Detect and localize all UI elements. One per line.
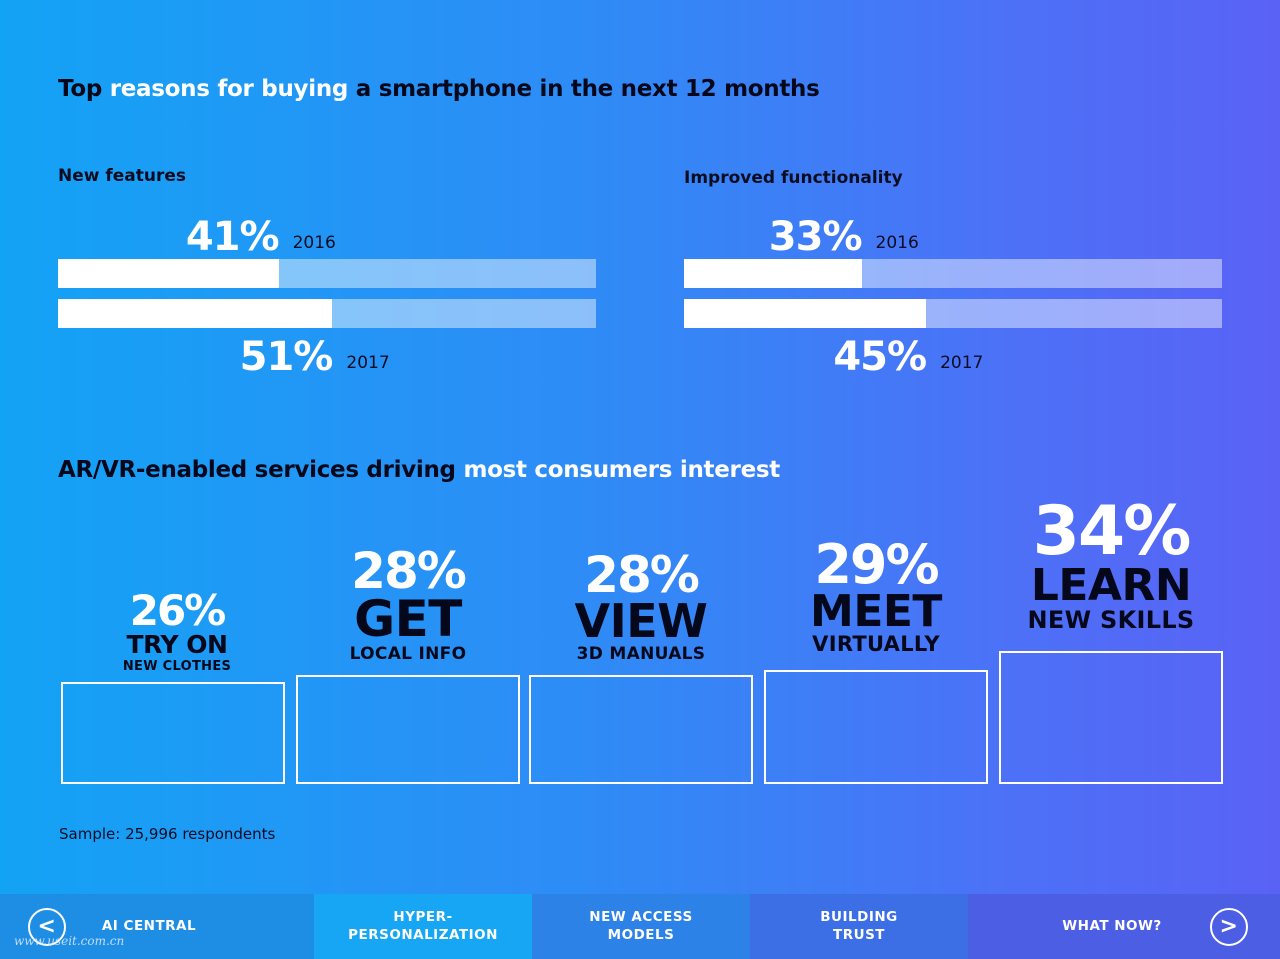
- sample-note: Sample: 25,996 respondents: [59, 825, 276, 843]
- improved-functionality-2016-bar-track: [684, 259, 1222, 288]
- nav-access-label-1: NEW ACCESS: [589, 908, 693, 925]
- top-reasons-title: Top reasons for buying a smartphone in t…: [58, 76, 820, 102]
- service-try-on: 26% TRY ON NEW CLOTHES: [65, 586, 289, 674]
- improved-functionality-2016-bar: [684, 259, 862, 288]
- service-learn: 34% LEARN NEW SKILLS: [999, 492, 1223, 634]
- nav-trust-label-2: TRUST: [833, 926, 885, 943]
- new-features-2016-value: 41%: [185, 214, 280, 260]
- service-get-box: [296, 675, 520, 784]
- new-features-2017-bar: [58, 299, 333, 328]
- nav-hyper-label-1: HYPER-: [393, 908, 453, 925]
- nav-hyper-personalization[interactable]: HYPER- PERSONALIZATION: [314, 894, 532, 959]
- service-view-subtitle: 3D MANUALS: [576, 644, 706, 664]
- service-get-value: 28%: [351, 542, 467, 600]
- arvr-title: AR/VR-enabled services driving most cons…: [58, 457, 780, 483]
- nav-ai-central-label: AI CENTRAL: [101, 917, 197, 934]
- new-features-2016-bar: [58, 259, 279, 288]
- new-features-2017-bar-track: [58, 299, 596, 328]
- service-view-word: VIEW: [574, 594, 708, 648]
- service-try-on-box: [61, 682, 285, 784]
- nav-access-label-2: MODELS: [607, 926, 675, 943]
- service-get-subtitle: LOCAL INFO: [349, 644, 467, 664]
- nav-building-trust[interactable]: BUILDING TRUST: [750, 894, 968, 959]
- service-learn-box: [999, 651, 1223, 784]
- service-view: 28% VIEW 3D MANUALS: [529, 550, 753, 663]
- service-meet: 29% MEET VIRTUALLY: [764, 538, 988, 655]
- improved-functionality-2017-bar: [684, 299, 927, 328]
- nav-trust-label-1: BUILDING: [820, 908, 898, 925]
- improved-functionality-2017-value: 45%: [833, 334, 927, 380]
- service-meet-subtitle: VIRTUALLY: [812, 632, 940, 656]
- improved-functionality-2017-bar-track: [684, 299, 1222, 328]
- nav-ai-central[interactable]: < AI CENTRAL: [0, 894, 314, 959]
- service-learn-word: LEARN: [1030, 560, 1192, 611]
- service-meet-value: 29%: [814, 533, 939, 596]
- watermark-text: www.useit.com.cn: [14, 934, 125, 948]
- service-view-value: 28%: [584, 546, 700, 604]
- improved-functionality-2017-year: 2017: [940, 353, 984, 373]
- service-try-on-word: TRY ON: [126, 630, 228, 659]
- nav-what-now-label: WHAT NOW?: [1062, 917, 1162, 934]
- new-features-2016-year: 2016: [292, 233, 336, 253]
- improved-functionality-label: Improved functionality: [684, 168, 903, 188]
- service-get-word: GET: [354, 590, 462, 648]
- prev-arrow-icon[interactable]: <: [28, 908, 66, 946]
- bottom-navigation: < AI CENTRAL HYPER- PERSONALIZATION NEW A…: [0, 894, 1280, 959]
- nav-new-access-models[interactable]: NEW ACCESS MODELS: [532, 894, 750, 959]
- service-meet-box: [764, 670, 988, 784]
- new-features-2017-value: 51%: [239, 334, 334, 380]
- nav-hyper-label-2: PERSONALIZATION: [348, 926, 498, 943]
- service-try-on-value: 26%: [129, 586, 227, 635]
- next-arrow-icon[interactable]: >: [1210, 908, 1248, 946]
- nav-what-now[interactable]: WHAT NOW? >: [968, 894, 1280, 959]
- improved-functionality-2016-value: 33%: [768, 214, 863, 260]
- service-learn-value: 34%: [1032, 492, 1192, 571]
- service-view-box: [529, 675, 753, 784]
- new-features-2017-year: 2017: [346, 353, 390, 373]
- service-try-on-subtitle: NEW CLOTHES: [122, 659, 232, 674]
- improved-functionality-2016-year: 2016: [875, 233, 919, 253]
- service-meet-word: MEET: [810, 586, 942, 637]
- new-features-2016-bar-track: [58, 259, 596, 288]
- service-learn-subtitle: NEW SKILLS: [1027, 606, 1195, 634]
- service-get: 28% GET LOCAL INFO: [296, 546, 520, 663]
- new-features-label: New features: [58, 166, 187, 186]
